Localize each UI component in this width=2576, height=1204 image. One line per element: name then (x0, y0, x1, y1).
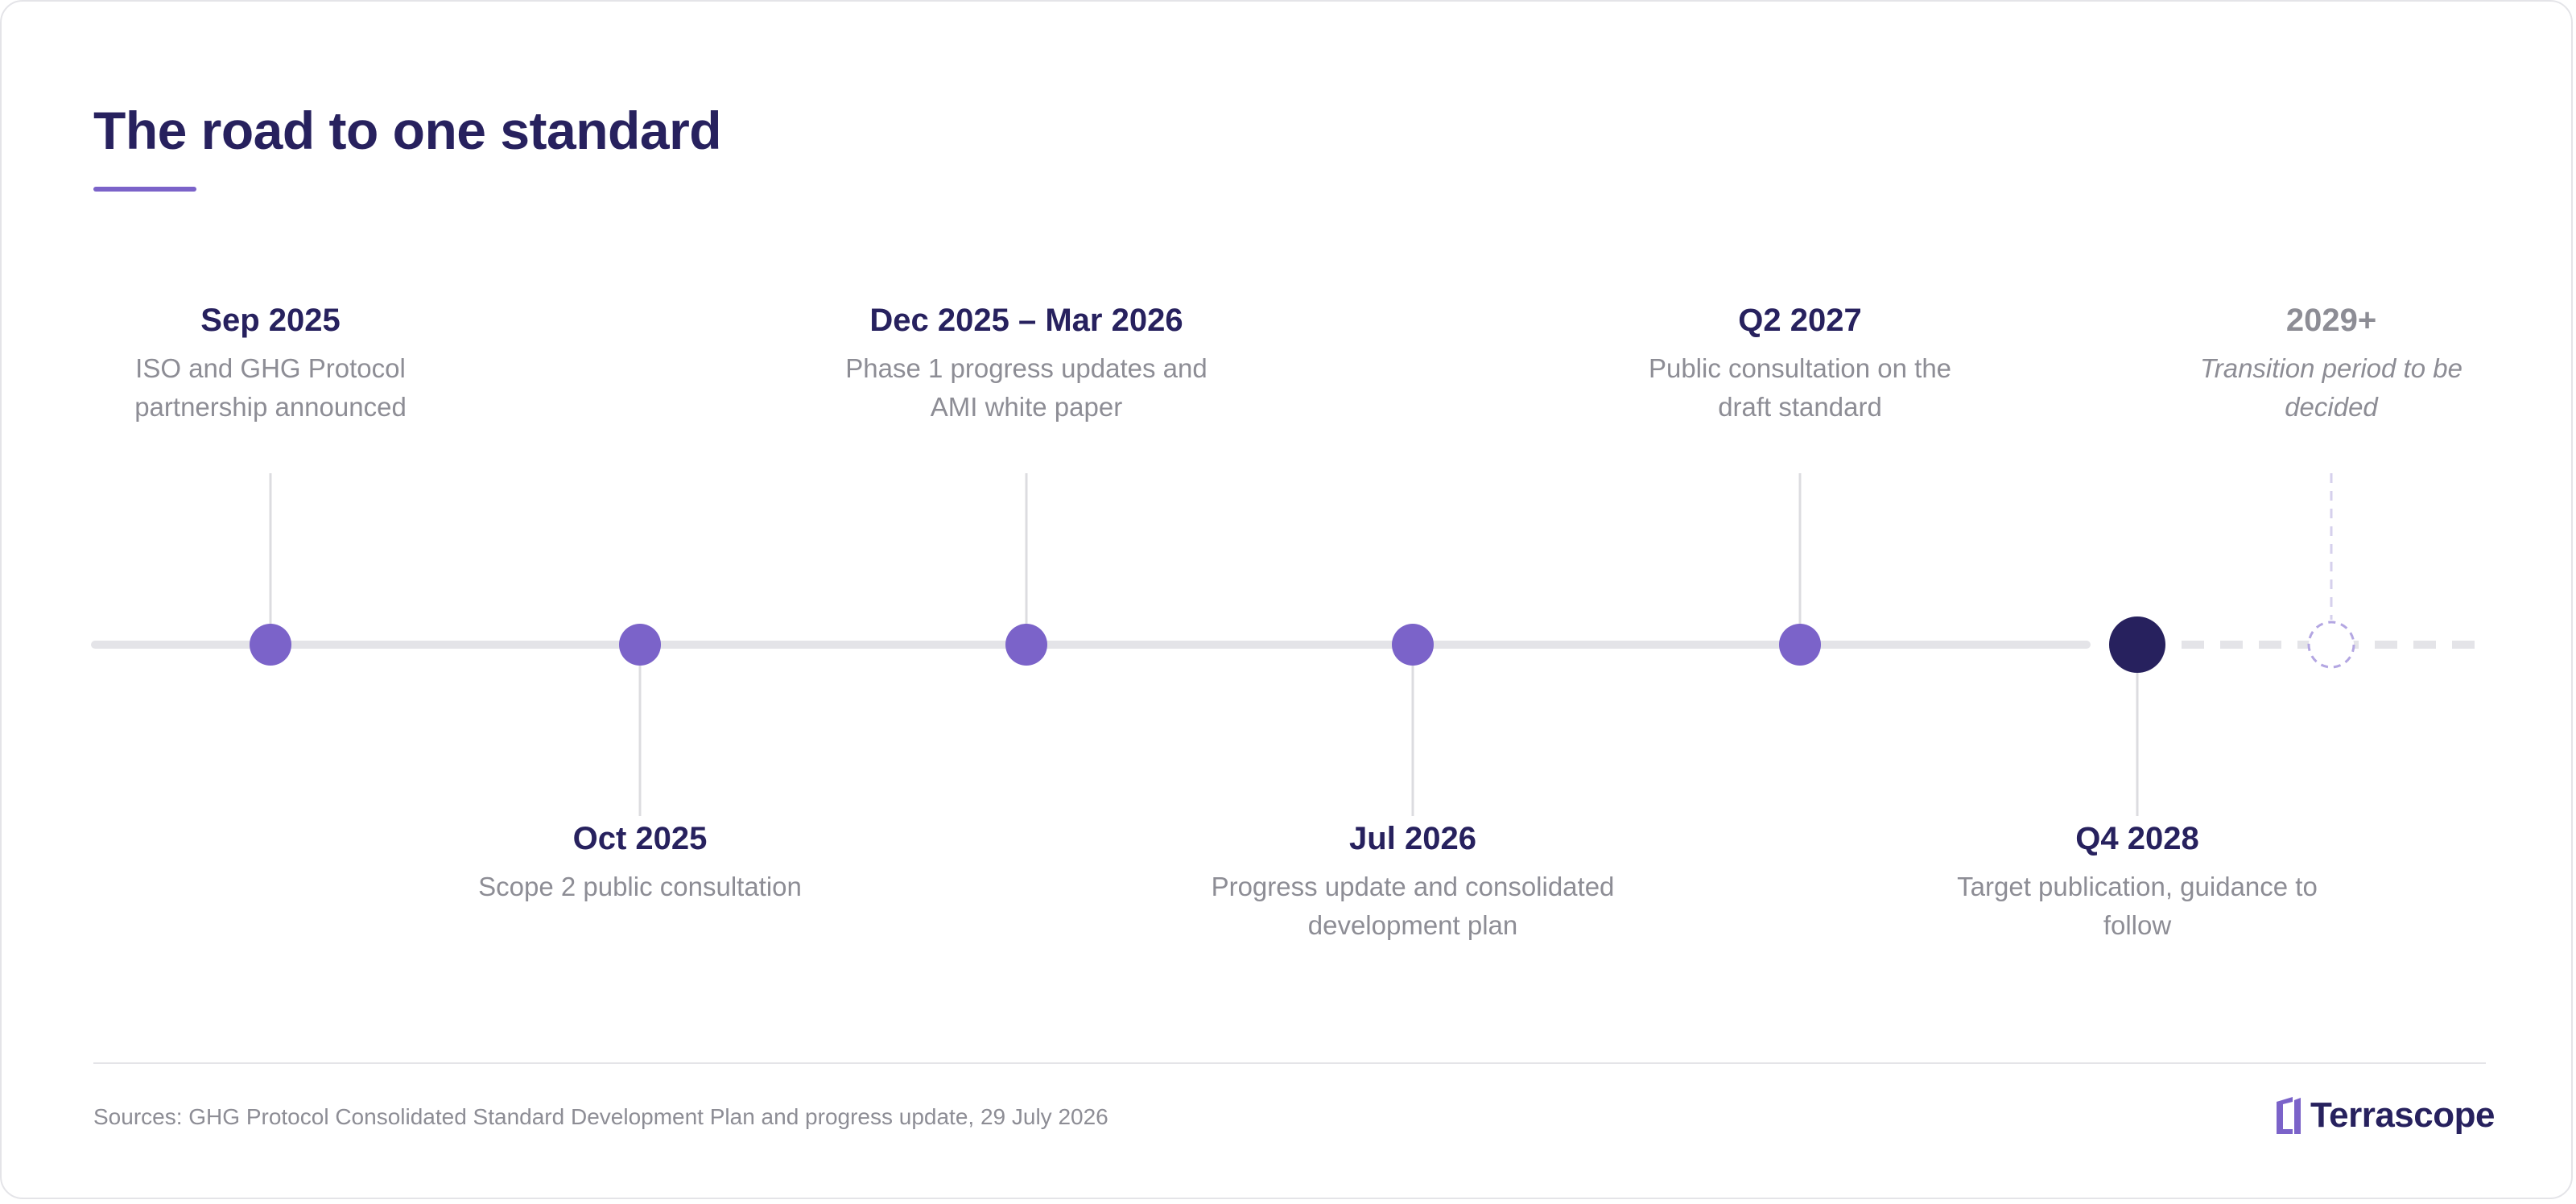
milestone-description: Phase 1 progress updates and AMI white p… (845, 353, 1208, 422)
node-2029 (2307, 621, 2355, 669)
milestone-description: Scope 2 public consultation (478, 872, 802, 901)
milestone-oct-2025: Oct 2025 Scope 2 public consultation (390, 818, 890, 906)
node-jul-2026 (1392, 624, 1434, 666)
milestone-date: Q2 2027 (1738, 303, 1862, 338)
milestone-2029: 2029+ Transition period to be decided (2146, 299, 2516, 427)
brand-name: Terrascope (2310, 1095, 2495, 1135)
milestone-sep-2025: Sep 2025 ISO and GHG Protocol partnershi… (21, 299, 520, 427)
milestone-date: Sep 2025 (200, 303, 341, 338)
title-underline (93, 187, 196, 192)
node-sep-2025 (250, 624, 291, 666)
milestone-date: Dec 2025 – Mar 2026 (869, 303, 1183, 338)
milestone-dec-2025-mar-2026: Dec 2025 – Mar 2026 Phase 1 progress upd… (777, 299, 1276, 427)
source-note: Sources: GHG Protocol Consolidated Stand… (93, 1104, 1108, 1129)
page-title: The road to one standard (93, 101, 722, 160)
node-dec-2025 (1005, 624, 1047, 666)
brand-logo: Terrascope (2275, 1095, 2495, 1136)
milestone-q4-2028: Q4 2028 Target publication, guidance to … (1888, 818, 2387, 945)
milestone-date: Oct 2025 (572, 821, 708, 856)
milestone-jul-2026: Jul 2026 Progress update and consolidate… (1163, 818, 1662, 945)
milestone-description: Target publication, guidance to follow (1957, 872, 2318, 940)
milestone-description: Progress update and consolidated develop… (1211, 872, 1615, 940)
milestone-date: 2029+ (2285, 303, 2377, 338)
milestone-description: Transition period to be decided (2200, 353, 2462, 422)
node-q4-2028 (2109, 616, 2165, 673)
milestone-date: Q4 2028 (2075, 821, 2199, 856)
terrascope-logo-icon (2277, 1097, 2301, 1134)
footer-divider (93, 1062, 2486, 1064)
milestone-q2-2027: Q2 2027 Public consultation on the draft… (1550, 299, 2050, 427)
milestone-description: ISO and GHG Protocol partnership announc… (134, 353, 407, 422)
milestone-date: Jul 2026 (1349, 821, 1476, 856)
milestone-description: Public consultation on the draft standar… (1648, 353, 1952, 422)
node-oct-2025 (619, 624, 661, 666)
node-q2-2027 (1779, 624, 1821, 666)
